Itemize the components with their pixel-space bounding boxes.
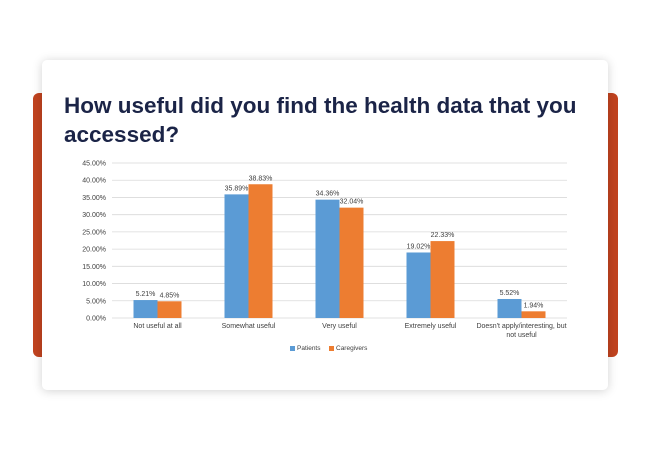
legend-item-patients: Patients: [290, 345, 321, 352]
chart-card: How useful did you find the health data …: [42, 60, 608, 390]
data-label: 5.21%: [136, 291, 156, 298]
bar-caregivers: [339, 207, 364, 318]
x-tick-label: Not useful at all: [133, 323, 182, 330]
legend-swatch: [329, 346, 334, 351]
bar-caregivers: [248, 184, 273, 318]
y-tick-label: 20.00%: [82, 247, 106, 254]
bar-patients: [224, 194, 249, 318]
data-label: 35.89%: [225, 185, 249, 192]
x-tick-label: not useful: [506, 332, 537, 339]
chart-title: How useful did you find the health data …: [64, 93, 577, 147]
bar-patients: [406, 252, 431, 318]
bar-caregivers: [157, 301, 182, 318]
bar-chart: 0.00% 5.00% 10.00% 15.00% 20.00% 25.00% 30.00%…: [82, 161, 567, 339]
y-tick-label: 40.00%: [82, 178, 106, 185]
data-label: 34.36%: [316, 191, 340, 198]
legend-label: Caregivers: [336, 345, 368, 352]
y-tick-label: 10.00%: [82, 281, 106, 288]
y-tick-label: 5.00%: [86, 298, 106, 305]
data-label: 22.33%: [431, 232, 455, 239]
bar-caregivers: [430, 241, 455, 318]
y-tick-label: 0.00%: [86, 316, 106, 323]
y-tick-label: 15.00%: [82, 264, 106, 271]
legend-item-caregivers: Caregivers: [329, 345, 367, 352]
bar-caregivers: [521, 311, 546, 318]
bar-patients: [497, 298, 522, 318]
data-label: 19.02%: [407, 243, 431, 250]
data-label: 1.94%: [524, 302, 544, 309]
data-label: 38.83%: [249, 175, 273, 182]
x-tick-label: Extremely useful: [405, 323, 457, 330]
y-tick-label: 25.00%: [82, 229, 106, 236]
data-label: 32.04%: [340, 199, 364, 206]
bar-patients: [133, 300, 158, 318]
legend-label: Patients: [297, 345, 321, 352]
x-tick-label: Doesn't apply/interesting, but: [476, 323, 566, 330]
x-tick-label: Somewhat useful: [222, 323, 276, 330]
y-tick-label: 30.00%: [82, 212, 106, 219]
x-tick-label: Very useful: [322, 323, 357, 330]
bar-patients: [315, 199, 340, 318]
legend-swatch: [290, 346, 295, 351]
y-tick-label: 35.00%: [82, 195, 106, 202]
data-label: 5.52%: [500, 290, 520, 297]
data-label: 4.85%: [160, 292, 180, 299]
y-tick-label: 45.00%: [82, 161, 106, 168]
